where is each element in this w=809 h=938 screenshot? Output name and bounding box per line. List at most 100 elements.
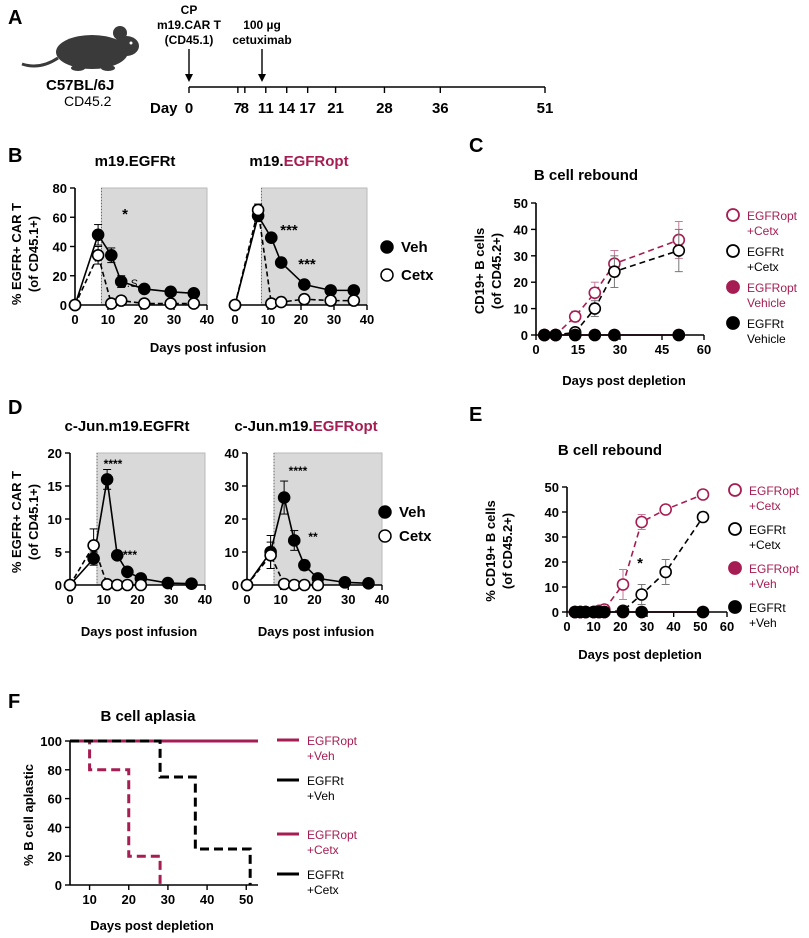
y-tick-label: 40	[53, 240, 67, 255]
data-point	[298, 558, 311, 572]
chart-e-legend: EGFRopt+CetxEGFRt+CetxEGFRopt+VehEGFRt+V…	[728, 483, 800, 630]
panel-label-f: F	[8, 691, 20, 713]
x-tick-label: 20	[294, 312, 308, 327]
panel-label-a: A	[8, 7, 22, 29]
x-tick-label: 45	[655, 342, 669, 357]
y-tick-label: 0	[55, 878, 62, 893]
legend-label-line2: +Cetx	[749, 538, 781, 552]
mouse-marker: CD45.2	[64, 93, 112, 109]
data-point	[100, 578, 114, 591]
data-point	[616, 605, 630, 619]
data-point	[538, 328, 551, 342]
timeline-day-11: 11	[258, 100, 274, 117]
x-tick-label: 60	[697, 342, 711, 357]
x-tick-label: 20	[122, 892, 136, 907]
chart-f-legend: EGFRopt+VehEGFRt+VehEGFRopt+CetxEGFRt+Ce…	[277, 734, 358, 897]
data-point	[161, 576, 175, 590]
x-tick-label: 30	[341, 592, 355, 607]
legend-label-line2: Vehicle	[747, 332, 786, 346]
data-point	[588, 328, 602, 342]
chart-b-ylabel-line1: % EGFR+ CAR T	[9, 203, 24, 305]
timeline-arrow-cetuximab	[258, 49, 266, 82]
legend-marker	[728, 522, 742, 536]
legend-label-line2: +Cetx	[307, 883, 339, 897]
data-point	[91, 248, 105, 262]
x-tick-label: 30	[164, 592, 178, 607]
timeline-axis: 0 78 11 14 17 21 28 36 51	[185, 86, 553, 117]
y-tick-label: 0	[232, 578, 239, 593]
timeline-day-21: 21	[327, 100, 344, 117]
data-point	[324, 294, 338, 307]
chart-d1-plot: 0 10 20 30 40 0 5 10 15 20	[48, 446, 213, 607]
timeline-event2-line2: cetuximab	[232, 33, 291, 47]
timeline-arrow-infusion	[185, 49, 193, 82]
x-tick-label: 15	[571, 342, 585, 357]
x-tick-label: 0	[532, 342, 539, 357]
x-tick-label: 30	[167, 312, 181, 327]
x-tick-label: 50	[693, 619, 707, 634]
legend-label-line2: +Cetx	[307, 843, 339, 857]
legend-label-line1: EGFRopt	[747, 209, 798, 223]
panel-label-d: D	[8, 397, 22, 419]
chart-d-legend-veh: Veh	[399, 504, 426, 521]
treatment-shaded-region	[273, 452, 383, 586]
legend-marker	[728, 483, 742, 497]
data-point	[114, 294, 128, 307]
chart-b2-plot: 0 10 20 30 40	[228, 187, 374, 327]
data-point	[347, 294, 361, 307]
legend-label-line1: EGFRt	[747, 245, 784, 259]
chart-e-ylabel-line1: % CD19+ B cells	[483, 500, 498, 602]
legend-label-line2: +Veh	[749, 577, 777, 591]
data-point	[114, 275, 128, 288]
x-tick-label: 10	[101, 312, 115, 327]
data-point	[164, 285, 177, 299]
legend-label-line1: EGFRopt	[747, 281, 798, 295]
legend-label-line2: +Veh	[307, 749, 335, 763]
data-point	[696, 510, 710, 524]
treatment-shaded-region	[96, 452, 206, 586]
y-tick-label: 30	[225, 479, 239, 494]
chart-f-plot: 10 20 30 40 50 0 20 40 60 80 100	[40, 734, 258, 907]
x-tick-label: 20	[134, 312, 148, 327]
y-tick-label: 0	[521, 328, 528, 343]
x-tick-label: 0	[243, 592, 250, 607]
series-line-egfrt-cetx	[544, 249, 680, 336]
y-tick-label: 80	[53, 181, 67, 196]
chart-b-legend-veh: Veh	[401, 239, 428, 256]
chart-c-xlabel: Days post depletion	[562, 373, 686, 388]
chart-b2-annotation-2: ***	[298, 256, 316, 273]
x-tick-label: 20	[613, 619, 627, 634]
chart-d2-annotation-2: **	[308, 530, 318, 544]
y-tick-label: 20	[514, 275, 528, 290]
data-point	[277, 577, 291, 591]
y-tick-label: 0	[552, 605, 559, 620]
data-point	[277, 491, 291, 504]
data-point	[105, 248, 118, 262]
mouse-icon	[21, 26, 139, 71]
treatment-shaded-region	[260, 187, 368, 306]
data-point	[187, 286, 201, 300]
data-point	[287, 534, 301, 547]
chart-d1-xlabel: Days post infusion	[81, 624, 197, 639]
y-tick-label: 60	[48, 792, 62, 807]
data-point	[635, 515, 648, 529]
chart-b1-annotation-ns: N.S.	[119, 278, 140, 290]
data-point	[608, 265, 621, 278]
x-tick-label: 30	[640, 619, 654, 634]
y-tick-label: 80	[48, 763, 62, 778]
x-tick-label: 40	[198, 592, 212, 607]
data-point	[185, 577, 198, 590]
y-tick-label: 15	[48, 479, 62, 494]
data-point	[251, 203, 265, 217]
legend-label-line1: EGFRt	[307, 868, 344, 882]
chart-f-title: B cell aplasia	[100, 708, 196, 725]
chart-d1-annotation-2: ***	[123, 548, 137, 562]
legend-marker	[728, 600, 742, 614]
data-point	[121, 578, 134, 592]
y-tick-label: 20	[48, 849, 62, 864]
chart-d1-annotation-1: ****	[104, 457, 123, 471]
timeline-day-14: 14	[278, 100, 295, 117]
data-point	[362, 577, 375, 590]
data-point	[264, 548, 277, 562]
